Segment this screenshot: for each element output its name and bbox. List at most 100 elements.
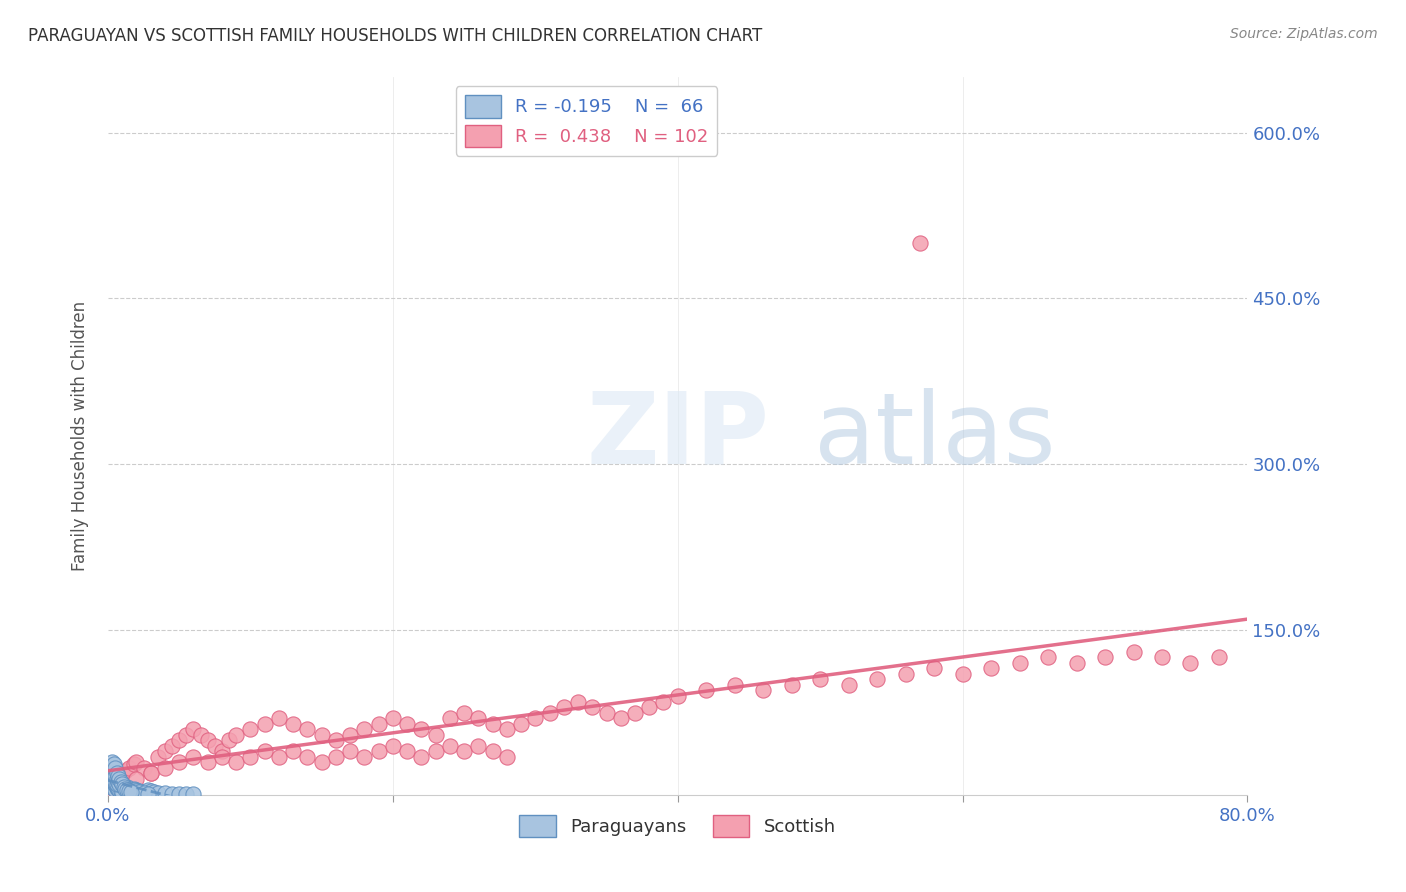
Point <box>610 711 633 725</box>
Point <box>115 783 138 797</box>
Point <box>339 728 361 742</box>
Point <box>112 783 135 797</box>
Point <box>467 739 489 753</box>
Point <box>1036 650 1059 665</box>
Point <box>112 780 135 794</box>
Point <box>114 781 136 796</box>
Point <box>283 744 305 758</box>
Point <box>128 785 150 799</box>
Point <box>381 711 404 725</box>
Point <box>176 728 198 742</box>
Point <box>136 783 159 797</box>
Point <box>239 722 262 736</box>
Point <box>107 781 129 796</box>
Point <box>553 700 575 714</box>
Point <box>297 749 319 764</box>
Point <box>103 777 125 791</box>
Point <box>567 694 589 708</box>
Point <box>1008 656 1031 670</box>
Point <box>139 766 162 780</box>
Point <box>467 711 489 725</box>
Point <box>239 749 262 764</box>
Point <box>381 739 404 753</box>
Point <box>396 716 419 731</box>
Point <box>160 739 183 753</box>
Point <box>666 689 689 703</box>
Point <box>167 733 190 747</box>
Point <box>115 780 138 794</box>
Point <box>439 711 461 725</box>
Point <box>111 766 134 780</box>
Point <box>1180 656 1202 670</box>
Point <box>267 711 290 725</box>
Point <box>107 768 129 782</box>
Point <box>132 785 155 799</box>
Point <box>894 666 917 681</box>
Point <box>153 744 176 758</box>
Point <box>103 766 125 780</box>
Point <box>146 786 169 800</box>
Point <box>103 775 125 789</box>
Point <box>624 706 647 720</box>
Point <box>197 756 219 770</box>
Point <box>652 694 675 708</box>
Point <box>153 786 176 800</box>
Point <box>103 772 125 786</box>
Point <box>114 764 136 778</box>
Point <box>211 749 233 764</box>
Point <box>101 768 124 782</box>
Point <box>104 761 127 775</box>
Point <box>103 757 125 772</box>
Point <box>367 744 389 758</box>
Point <box>146 749 169 764</box>
Point <box>139 766 162 780</box>
Point <box>104 775 127 789</box>
Point <box>118 761 141 775</box>
Point <box>105 777 128 791</box>
Point <box>425 744 447 758</box>
Point <box>253 744 276 758</box>
Point <box>411 722 433 736</box>
Point <box>104 783 127 797</box>
Point <box>481 716 503 731</box>
Point <box>325 733 347 747</box>
Point <box>101 775 124 789</box>
Text: ZIP: ZIP <box>586 388 769 485</box>
Point <box>118 783 141 797</box>
Point <box>101 772 124 786</box>
Point <box>108 781 131 796</box>
Point <box>101 761 124 775</box>
Point <box>122 783 145 797</box>
Point <box>153 761 176 775</box>
Point <box>695 683 717 698</box>
Point <box>125 784 148 798</box>
Point <box>524 711 547 725</box>
Point <box>267 749 290 764</box>
Point <box>108 768 131 782</box>
Point <box>176 787 198 801</box>
Point <box>225 756 247 770</box>
Point <box>980 661 1002 675</box>
Point <box>107 775 129 789</box>
Point <box>204 739 226 753</box>
Point <box>183 749 205 764</box>
Point <box>311 728 333 742</box>
Point <box>367 716 389 731</box>
Point <box>752 683 775 698</box>
Point <box>100 783 122 797</box>
Point <box>110 784 132 798</box>
Point <box>120 784 142 798</box>
Point <box>114 780 136 794</box>
Point <box>105 780 128 794</box>
Point <box>1122 645 1144 659</box>
Point <box>110 780 132 794</box>
Point <box>1066 656 1088 670</box>
Text: PARAGUAYAN VS SCOTTISH FAMILY HOUSEHOLDS WITH CHILDREN CORRELATION CHART: PARAGUAYAN VS SCOTTISH FAMILY HOUSEHOLDS… <box>28 27 762 45</box>
Point <box>724 678 747 692</box>
Point <box>105 772 128 786</box>
Point <box>1150 650 1173 665</box>
Point <box>922 661 945 675</box>
Point <box>510 716 533 731</box>
Point <box>132 786 155 800</box>
Point <box>190 728 212 742</box>
